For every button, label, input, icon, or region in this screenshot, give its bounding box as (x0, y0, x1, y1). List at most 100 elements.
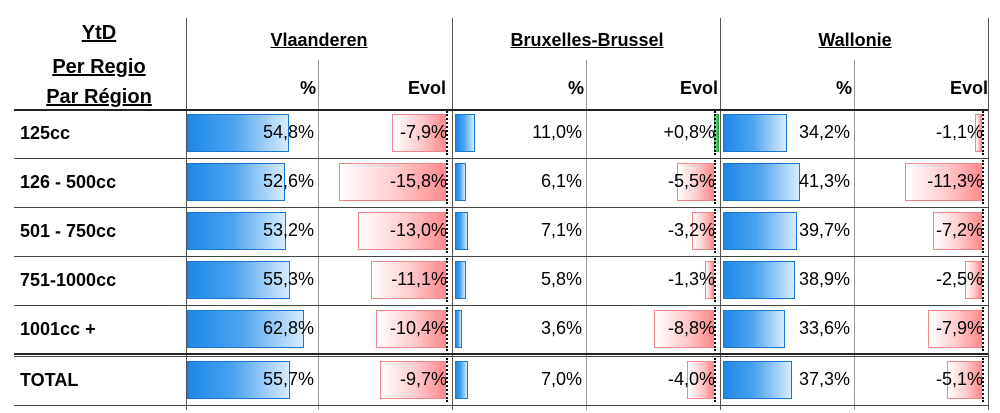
grid-line-vertical (318, 60, 319, 410)
per-regio-title: Per Regio (52, 56, 146, 78)
evol-value: -2,5% (935, 269, 983, 289)
share-bar (455, 163, 466, 201)
share-bar (187, 361, 290, 399)
share-value: 3,6% (540, 318, 582, 338)
evol-value: -13,0% (389, 220, 447, 240)
grid-line-vertical (586, 60, 587, 410)
share-bar (723, 212, 797, 250)
evol-zero-axis (982, 160, 984, 204)
share-value: 62,8% (262, 318, 314, 338)
share-cell-wallonie: 38,9% (722, 258, 854, 302)
region-title-wallonie: Wallonie (818, 30, 892, 50)
evol-bar (358, 212, 446, 250)
evol-zero-axis (714, 358, 716, 402)
share-bar (455, 212, 468, 250)
share-bar (187, 114, 289, 152)
share-value: 54,8% (262, 122, 314, 142)
evol-zero-axis (714, 258, 716, 302)
evol-cell-brussel: -4,0% (588, 358, 720, 402)
share-cell-brussel: 3,6% (454, 307, 586, 351)
share-value: 7,1% (540, 220, 582, 240)
evol-bar (692, 212, 714, 250)
grid-line-vertical (452, 18, 453, 410)
evol-value: -15,8% (389, 171, 447, 191)
row-label: TOTAL (20, 370, 79, 390)
share-bar (455, 261, 466, 299)
grid-line-horizontal (14, 356, 988, 357)
evol-zero-axis (982, 307, 984, 351)
row-label: 751-1000cc (20, 270, 117, 290)
share-bar (455, 114, 475, 152)
share-cell-vlaanderen: 52,6% (186, 160, 318, 204)
share-value: 37,3% (798, 369, 850, 389)
pct-header-wallonie: % (835, 78, 852, 98)
evol-cell-vlaanderen: -9,7% (320, 358, 452, 402)
pct-header-brussel: % (567, 78, 584, 98)
evol-bar (339, 163, 446, 201)
grid-line-horizontal (14, 305, 988, 306)
evol-zero-axis (446, 358, 448, 402)
evol-cell-wallonie: -2,5% (856, 258, 988, 302)
share-value: 7,0% (540, 369, 582, 389)
evol-cell-vlaanderen: -11,1% (320, 258, 452, 302)
share-cell-brussel: 11,0% (454, 111, 586, 155)
share-value: 41,3% (798, 171, 850, 191)
evol-zero-axis (714, 209, 716, 253)
evol-bar (376, 310, 446, 348)
share-cell-brussel: 6,1% (454, 160, 586, 204)
share-value: 38,9% (798, 269, 850, 289)
evol-header-wallonie: Evol (949, 78, 988, 98)
share-cell-brussel: 7,1% (454, 209, 586, 253)
row-label: 126 - 500cc (20, 172, 117, 192)
share-bar (723, 114, 787, 152)
region-title-vlaanderen: Vlaanderen (270, 30, 368, 50)
evol-value: -11,3% (927, 171, 983, 191)
evol-zero-axis (714, 307, 716, 351)
share-bar (455, 361, 468, 399)
evol-value: -7,2% (935, 220, 983, 240)
pct-header-vlaanderen: % (299, 78, 316, 98)
evol-value: -7,9% (399, 122, 447, 142)
evol-bar (933, 212, 982, 250)
evol-zero-axis (982, 258, 984, 302)
grid-line-vertical (988, 18, 989, 410)
share-cell-wallonie: 39,7% (722, 209, 854, 253)
evol-value: -4,0% (667, 369, 715, 389)
evol-cell-vlaanderen: -13,0% (320, 209, 452, 253)
evol-zero-axis (446, 160, 448, 204)
share-cell-vlaanderen: 62,8% (186, 307, 318, 351)
share-bar (187, 212, 286, 250)
share-bar (723, 163, 800, 201)
evol-header-brussel: Evol (679, 78, 718, 98)
share-bar (723, 310, 785, 348)
evol-zero-axis (982, 358, 984, 402)
evol-cell-brussel: +0,8% (588, 111, 720, 155)
share-cell-vlaanderen: 54,8% (186, 111, 318, 155)
share-value: 11,0% (532, 122, 582, 142)
evol-bar (705, 261, 714, 299)
share-bar (187, 163, 285, 201)
evol-value: -9,7% (399, 369, 447, 389)
evol-value: -7,9% (935, 318, 983, 338)
evol-zero-axis (446, 307, 448, 351)
evol-bar (687, 361, 714, 399)
share-value: 39,7% (798, 220, 850, 240)
evol-bar (654, 310, 714, 348)
evol-cell-vlaanderen: -7,9% (320, 111, 452, 155)
evol-bar (677, 163, 714, 201)
evol-cell-wallonie: -7,2% (856, 209, 988, 253)
evol-bar (928, 310, 982, 348)
share-value: 5,8% (540, 269, 582, 289)
evol-zero-axis (446, 258, 448, 302)
share-bar (187, 261, 290, 299)
evol-zero-axis (714, 111, 716, 155)
share-cell-brussel: 7,0% (454, 358, 586, 402)
evol-zero-axis (982, 111, 984, 155)
grid-line-horizontal (14, 405, 988, 406)
share-cell-vlaanderen: 55,3% (186, 258, 318, 302)
evol-cell-brussel: -5,5% (588, 160, 720, 204)
grid-line-horizontal (14, 109, 988, 111)
share-cell-wallonie: 37,3% (722, 358, 854, 402)
evol-bar (380, 361, 446, 399)
